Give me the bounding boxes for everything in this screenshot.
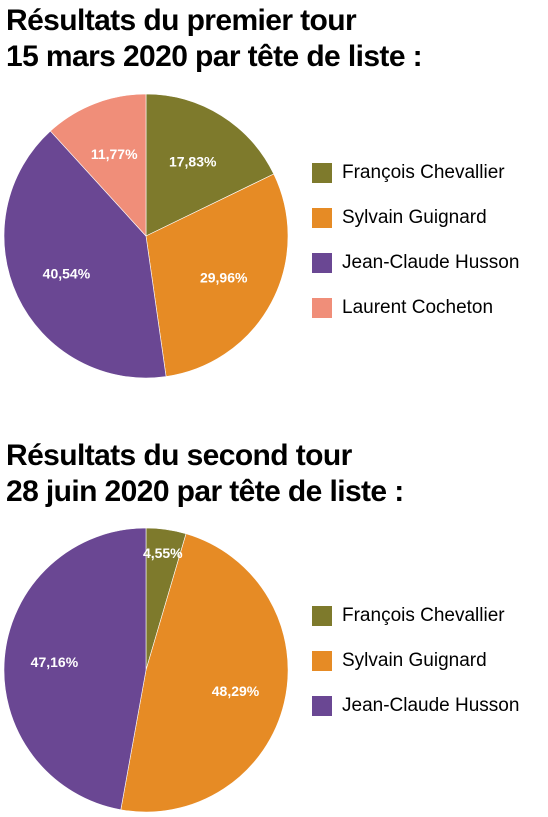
legend-label: Sylvain Guignard [342,207,487,228]
legend-label: Sylvain Guignard [342,650,487,671]
second-round-chart: Résultats du second tour 28 juin 2020 pa… [0,435,548,817]
pie-slice [120,533,289,813]
legend-swatch [312,606,332,626]
slice-data-label: 47,16% [31,654,79,670]
slice-data-label: 11,77% [91,146,138,162]
slice-data-label: 29,96% [200,269,248,285]
pie-chart: 4,55% 48,29% 47,16% [3,527,289,813]
pie-slice [3,527,147,811]
legend-label: François Chevallier [342,162,505,183]
chart-title: Résultats du premier tour 15 mars 2020 p… [6,3,423,75]
pie-slice [49,93,147,237]
legend-swatch [312,163,332,183]
legend-swatch [312,651,332,671]
slice-data-label: 4,55% [143,545,183,561]
chart-title-line: Résultats du premier tour [6,4,357,37]
pie-chart: 17,83% 29,96% 40,54% 11,77% [3,93,289,379]
legend-swatch [312,253,332,273]
legend-label: Jean-Claude Husson [342,252,520,273]
pie-slice [145,93,275,237]
slice-data-label: 48,29% [212,683,260,699]
chart-title-line: Résultats du second tour [6,439,352,472]
chart-title: Résultats du second tour 28 juin 2020 pa… [6,438,404,510]
chart-title-line: 15 mars 2020 par tête de liste : [6,40,423,73]
slice-data-label: 40,54% [43,266,91,282]
legend-swatch [312,298,332,318]
legend-label: Jean-Claude Husson [342,695,520,716]
legend-swatch [312,696,332,716]
pie-slice [145,173,289,377]
pie-slice [3,130,167,379]
legend-label: Laurent Cocheton [342,297,494,318]
first-round-chart: Résultats du premier tour 15 mars 2020 p… [0,0,548,400]
legend-label: François Chevallier [342,605,505,626]
slice-data-label: 17,83% [169,153,217,169]
chart-title-line: 28 juin 2020 par tête de liste : [6,475,404,508]
legend-swatch [312,208,332,228]
